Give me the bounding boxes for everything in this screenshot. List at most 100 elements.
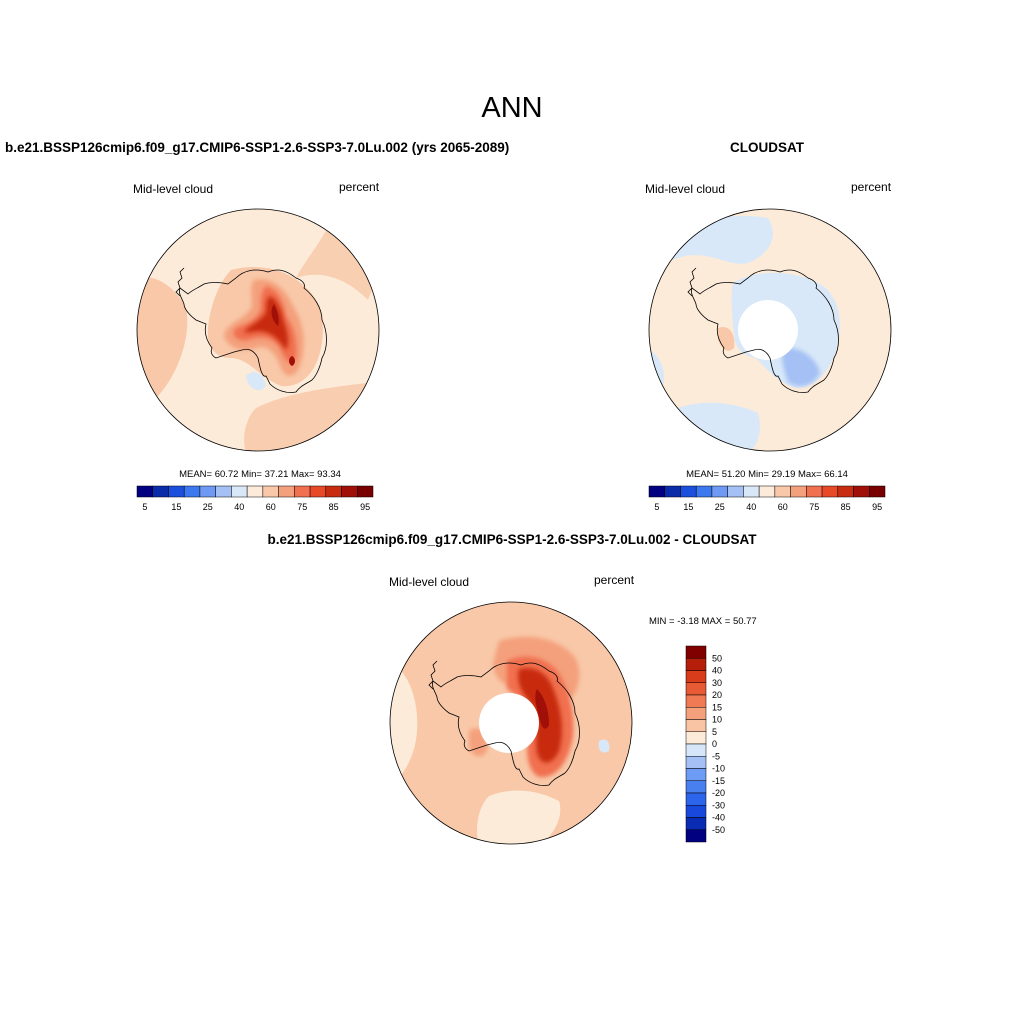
- colorbar-swatch: [231, 485, 248, 498]
- colorbar-tick-label: 25: [203, 502, 213, 512]
- colorbar-swatch: [664, 485, 681, 498]
- colorbar-tick-label: 85: [329, 502, 339, 512]
- colorbar-swatch: [685, 768, 707, 781]
- colorbar-swatch: [774, 485, 791, 498]
- blue-region: [781, 347, 820, 387]
- colorbar-tick-label: -10: [712, 764, 725, 774]
- colorbar-swatch: [711, 485, 728, 498]
- colorbar-swatch: [325, 485, 342, 498]
- polar-gap: [479, 693, 539, 753]
- colorbar-tick-label: -5: [712, 751, 720, 761]
- colorbar-tick-label: 5: [142, 502, 147, 512]
- colorbar-panel1: 5 15 25 40 60 75 85 95: [136, 485, 374, 512]
- colorbar-swatch: [357, 485, 374, 498]
- colorbar-swatch: [685, 817, 707, 830]
- pale-region: [390, 661, 418, 786]
- panel1-variable: Mid-level cloud: [133, 182, 214, 196]
- colorbar-swatch: [869, 485, 886, 498]
- panel3-title: b.e21.BSSP126cmip6.f09_g17.CMIP6-SSP1-2.…: [267, 532, 757, 547]
- panel3-stats: MIN = -3.18 MAX = 50.77: [649, 616, 757, 627]
- map-border: [136, 208, 380, 452]
- colorbar-swatch: [168, 485, 185, 498]
- colorbar-tick-label: 10: [712, 715, 722, 725]
- colorbar-tick-label: -30: [712, 800, 725, 810]
- colorbar-swatch: [152, 485, 169, 498]
- colorbar-swatch: [685, 780, 707, 794]
- colorbar-swatch: [685, 707, 707, 720]
- colorbar-swatch: [685, 756, 707, 769]
- panel3-units: percent: [594, 573, 635, 587]
- panel3-variable: Mid-level cloud: [389, 575, 470, 589]
- continent-red-dark: [244, 296, 289, 350]
- colorbar-swatch: [262, 485, 279, 498]
- colorbar-panel2: 5 15 25 40 60 75 85 95: [648, 485, 886, 512]
- panel1-units: percent: [339, 180, 380, 194]
- colorbar-tick-label: 60: [266, 502, 276, 512]
- coastline: [691, 269, 839, 393]
- light-blue-region: [246, 372, 266, 391]
- colorbar-swatch: [695, 485, 713, 498]
- colorbar-swatch: [806, 485, 823, 498]
- coastline: [175, 267, 185, 297]
- colorbar-swatch: [727, 485, 744, 498]
- colorbar-swatch: [199, 485, 216, 498]
- colorbar-tick-label: 20: [712, 690, 722, 700]
- coastline: [432, 662, 580, 786]
- colorbar-tick-label: 60: [778, 502, 788, 512]
- colorbar-swatch: [183, 485, 201, 498]
- colorbar-tick-label: 5: [654, 502, 659, 512]
- colorbar-tick-label: 25: [715, 502, 725, 512]
- continent-red-darkest: [271, 304, 279, 326]
- colorbar-swatch: [685, 829, 707, 843]
- colorbar-tick-label: -50: [712, 825, 725, 835]
- colorbar-tick-label: 15: [712, 702, 722, 712]
- polar-gap: [738, 300, 798, 360]
- light-blue-region: [676, 402, 760, 451]
- colorbar-swatch: [853, 485, 870, 498]
- colorbar-swatch: [685, 694, 707, 708]
- colorbar-swatch: [294, 485, 311, 498]
- colorbar-tick-label: 40: [746, 502, 756, 512]
- colorbar-tick-label: 30: [712, 678, 722, 688]
- main-title: ANN: [481, 92, 543, 124]
- colorbar-tick-label: -15: [712, 776, 725, 786]
- colorbar-tick-label: 95: [872, 502, 882, 512]
- colorbar-swatch: [246, 485, 264, 498]
- panel2-title: CLOUDSAT: [730, 140, 804, 155]
- colorbar-swatch: [685, 731, 707, 745]
- map-panel2: [648, 208, 892, 452]
- colorbar-swatch: [685, 670, 707, 683]
- colorbar-swatch: [758, 485, 776, 498]
- colorbar-swatch: [136, 485, 153, 498]
- colorbar-tick-label: -40: [712, 813, 725, 823]
- colorbar-tick-label: 5: [712, 727, 717, 737]
- coastline: [428, 660, 438, 690]
- map-border: [648, 208, 892, 452]
- light-red-region: [137, 277, 188, 403]
- colorbar-swatch: [685, 719, 707, 732]
- colorbar-swatch: [837, 485, 854, 498]
- map-panel1: [136, 208, 380, 452]
- colorbar-tick-label: 0: [712, 739, 717, 749]
- light-blue-region: [598, 739, 610, 753]
- red-dark-region: [535, 689, 549, 729]
- colorbar-swatch: [685, 792, 707, 806]
- colorbar-swatch: [215, 485, 232, 498]
- pale-region: [477, 790, 561, 844]
- colorbar-tick-label: 40: [712, 666, 722, 676]
- colorbar-tick-label: 75: [809, 502, 819, 512]
- colorbar-tick-label: 85: [841, 502, 851, 512]
- colorbar-swatch: [743, 485, 760, 498]
- colorbar-tick-label: 50: [712, 653, 722, 663]
- colorbar-swatch: [790, 485, 807, 498]
- panel1-stats: MEAN= 60.72 Min= 37.21 Max= 93.34: [179, 469, 341, 480]
- colorbar-swatch: [341, 485, 358, 498]
- colorbar-swatch: [309, 485, 327, 498]
- colorbar-swatch: [680, 485, 697, 498]
- colorbar-swatch: [648, 485, 665, 498]
- coastline: [687, 267, 697, 297]
- light-blue-region: [166, 438, 201, 451]
- colorbar-tick-label: 95: [360, 502, 370, 512]
- continent-red-darkest: [289, 356, 295, 366]
